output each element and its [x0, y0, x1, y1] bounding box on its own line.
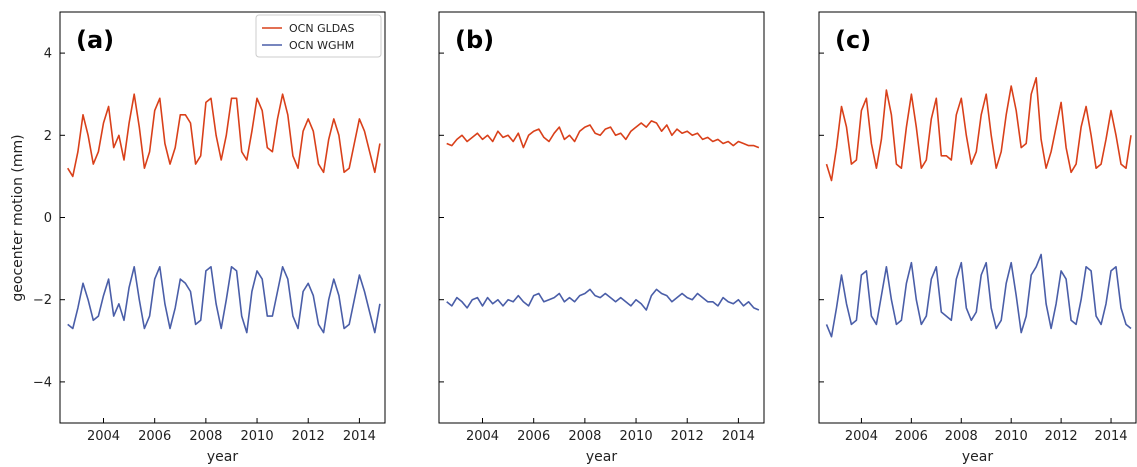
y-tick-label: −4 — [33, 375, 52, 390]
series-line-ocn-wghm — [446, 288, 760, 311]
x-tick-label: 2006 — [517, 429, 550, 444]
legend-box — [255, 14, 382, 58]
legend-entry: OCN GLDAS — [289, 22, 355, 35]
x-tick-label: 2010 — [241, 429, 274, 444]
x-tick-label: 2006 — [138, 429, 171, 444]
legend-entry: OCN WGHM — [289, 39, 354, 52]
x-tick-label: 2004 — [466, 429, 499, 444]
x-tick-label: 2006 — [895, 429, 928, 444]
panel-label: (c) — [835, 26, 871, 54]
series-line-ocn-gldas — [446, 120, 760, 149]
x-axis-label: year — [586, 449, 617, 465]
series-line-ocn-gldas — [825, 77, 1132, 182]
x-tick-label: 2014 — [343, 429, 376, 444]
x-tick-label: 2004 — [845, 429, 878, 444]
series-line-ocn-wghm — [67, 266, 381, 334]
plot-frame — [438, 11, 765, 424]
panel-c: 2004 2006 2008 2010 2012 2014 year (c) — [818, 11, 1137, 465]
legend: OCN GLDAS OCN WGHM — [255, 14, 382, 58]
panel-a: −4 −2 0 2 4 2004 2006 2008 2010 2012 2014 year (a) OC… — [33, 11, 386, 465]
y-axis-label: geocenter motion (mm) — [10, 134, 26, 301]
x-axis-label: year — [207, 449, 238, 465]
x-tick-label: 2004 — [87, 429, 120, 444]
series-line-ocn-wghm — [825, 253, 1132, 338]
x-axis-label: year — [962, 449, 993, 465]
x-tick-label: 2012 — [292, 429, 325, 444]
panel-b: 2004 2006 2008 2010 2012 2014 year (b) — [438, 11, 765, 465]
x-tick-label: 2010 — [995, 429, 1028, 444]
x-tick-label: 2012 — [1045, 429, 1078, 444]
panel-label: (b) — [455, 26, 494, 54]
y-tick-label: −2 — [33, 293, 52, 308]
x-tick-label: 2014 — [722, 429, 755, 444]
x-tick-label: 2008 — [568, 429, 601, 444]
panel-label: (a) — [76, 26, 114, 54]
x-tick-label: 2014 — [1094, 429, 1127, 444]
plot-frame — [818, 11, 1137, 424]
series-line-ocn-gldas — [67, 93, 381, 178]
y-tick-label: 0 — [44, 211, 52, 226]
plot-frame — [59, 11, 386, 424]
x-tick-label: 2010 — [620, 429, 653, 444]
x-tick-label: 2008 — [945, 429, 978, 444]
y-tick-label: 4 — [44, 47, 52, 62]
x-tick-label: 2012 — [671, 429, 704, 444]
y-tick-label: 2 — [44, 129, 52, 144]
x-tick-label: 2008 — [189, 429, 222, 444]
